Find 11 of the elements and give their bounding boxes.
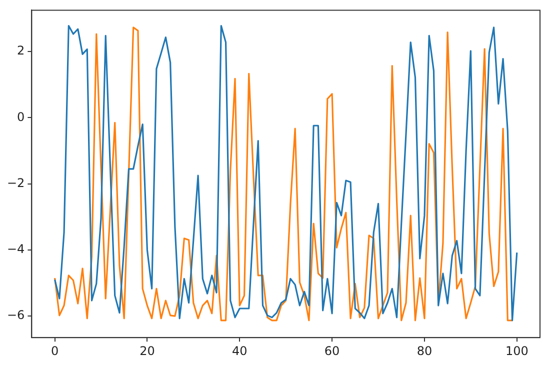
x-tick-label: 100	[505, 344, 528, 358]
y-tick-label: −6	[6, 308, 25, 322]
y-tick-label: 2	[17, 44, 25, 58]
x-tick-label: 40	[232, 344, 248, 358]
x-tick-label: 60	[324, 344, 340, 358]
x-tick-label: 0	[50, 344, 59, 358]
y-tick-label: −4	[6, 242, 25, 256]
y-tick-label: −2	[6, 176, 25, 190]
x-tick-label: 80	[416, 344, 432, 358]
x-tick-label: 20	[140, 344, 155, 358]
y-tick-label: 0	[17, 110, 25, 124]
